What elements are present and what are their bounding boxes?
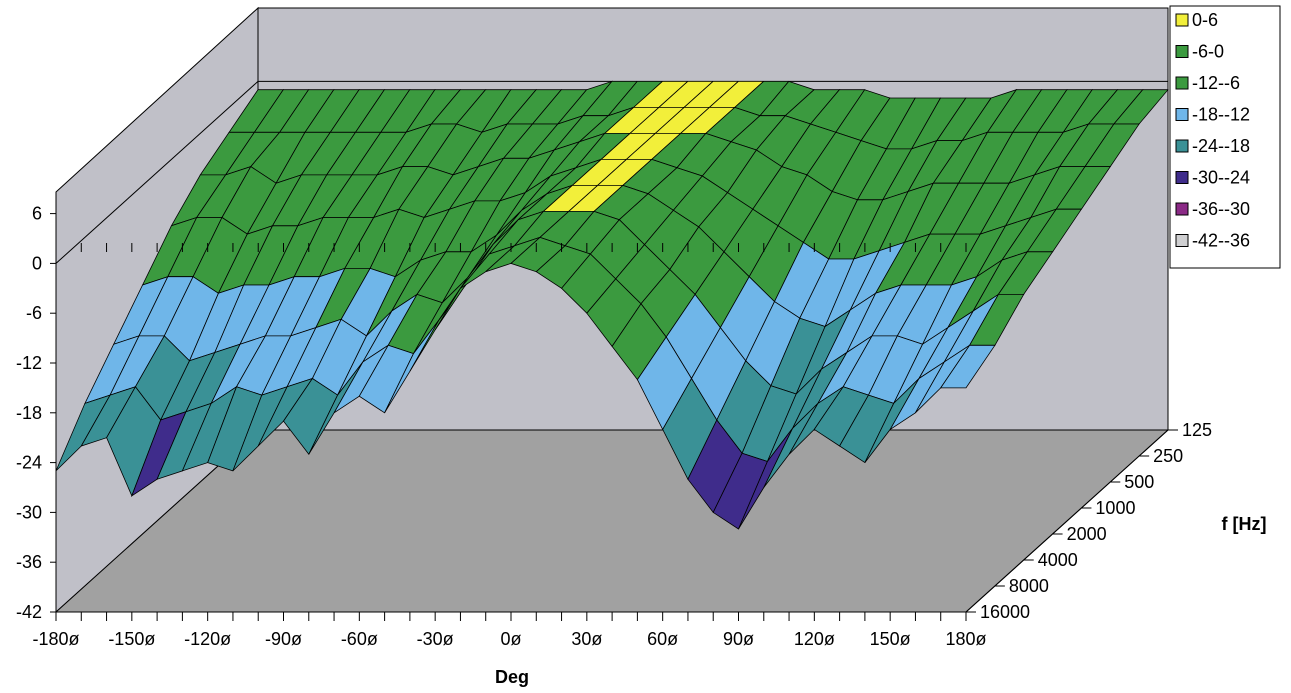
degree-tick-label: -60ø xyxy=(341,629,378,649)
legend-label: -30--24 xyxy=(1192,168,1250,188)
legend-swatch xyxy=(1175,13,1189,27)
surface-mesh xyxy=(55,80,1169,530)
frequency-axis-line xyxy=(965,429,1169,613)
legend-label: -12--6 xyxy=(1192,73,1240,93)
value-tick-label: 6 xyxy=(32,204,42,224)
degree-tick-label: -30ø xyxy=(417,629,454,649)
frequency-tick-label: 500 xyxy=(1124,472,1154,492)
degree-tick-label: 60ø xyxy=(647,629,678,649)
degree-tick-label: 120ø xyxy=(794,629,835,649)
degree-tick-label: 150ø xyxy=(870,629,911,649)
legend-label: -18--12 xyxy=(1192,105,1250,125)
degree-tick-label: -180ø xyxy=(32,629,79,649)
surface-cell xyxy=(939,344,996,389)
wall-zero-line xyxy=(55,81,259,264)
legend-swatch xyxy=(1175,234,1189,247)
value-tick-label: -42 xyxy=(16,602,42,622)
legend-swatch xyxy=(1175,171,1189,184)
legend-swatch xyxy=(1175,45,1189,58)
legend-label: 0-6 xyxy=(1192,10,1218,30)
value-tick-label: 0 xyxy=(32,253,42,273)
value-tick-label: -6 xyxy=(26,303,42,323)
legend-swatch xyxy=(1175,202,1189,216)
value-tick-label: -18 xyxy=(16,403,42,423)
degree-tick-label: -90ø xyxy=(265,629,302,649)
value-tick-label: -30 xyxy=(16,502,42,522)
value-tick-label: -36 xyxy=(16,552,42,572)
legend-label: -36--30 xyxy=(1192,199,1250,219)
degree-tick-label: -150ø xyxy=(108,629,155,649)
degree-tick-label: 0ø xyxy=(500,629,521,649)
value-tick-label: -24 xyxy=(16,453,42,473)
value-tick-label: -12 xyxy=(16,353,42,373)
degree-axis: -180ø -150ø -120ø -90ø -60ø -30ø 0ø 30ø 60ø 90ø 12… xyxy=(32,243,987,649)
frequency-tick-label: 8000 xyxy=(1009,576,1049,596)
frequency-tick-label: 2000 xyxy=(1067,524,1107,544)
legend-label: -6-0 xyxy=(1192,42,1224,62)
degree-tick-label: 90ø xyxy=(723,629,754,649)
frequency-tick-label: 1000 xyxy=(1095,498,1135,518)
degree-tick-label: 30ø xyxy=(571,629,602,649)
frequency-tick-label: 125 xyxy=(1182,420,1212,440)
frequency-tick-label: 250 xyxy=(1153,446,1183,466)
degree-tick-label: 180ø xyxy=(945,629,986,649)
legend-swatch xyxy=(1175,139,1189,153)
frequency-tick-label: 16000 xyxy=(980,602,1030,622)
degree-tick-label: -120ø xyxy=(184,629,231,649)
frequency-axis: 125 250 500 1000 2000 4000 8000 16000 xyxy=(965,420,1212,622)
legend-swatch xyxy=(1175,108,1189,121)
legend-label: -42--36 xyxy=(1192,231,1250,251)
legend-swatch xyxy=(1175,76,1189,90)
x-axis-title: Deg xyxy=(495,667,529,687)
legend: 0-6 -6-0 -12--6 -18--12 -24--18 -30--24 -36--3… xyxy=(1169,5,1281,269)
value-axis: 6 0 -6 -12 -18 -24 -30 -36 -42 xyxy=(16,204,57,622)
frequency-tick-label: 4000 xyxy=(1038,550,1078,570)
f-axis-title: f [Hz] xyxy=(1222,514,1267,534)
legend-label: -24--18 xyxy=(1192,136,1250,156)
